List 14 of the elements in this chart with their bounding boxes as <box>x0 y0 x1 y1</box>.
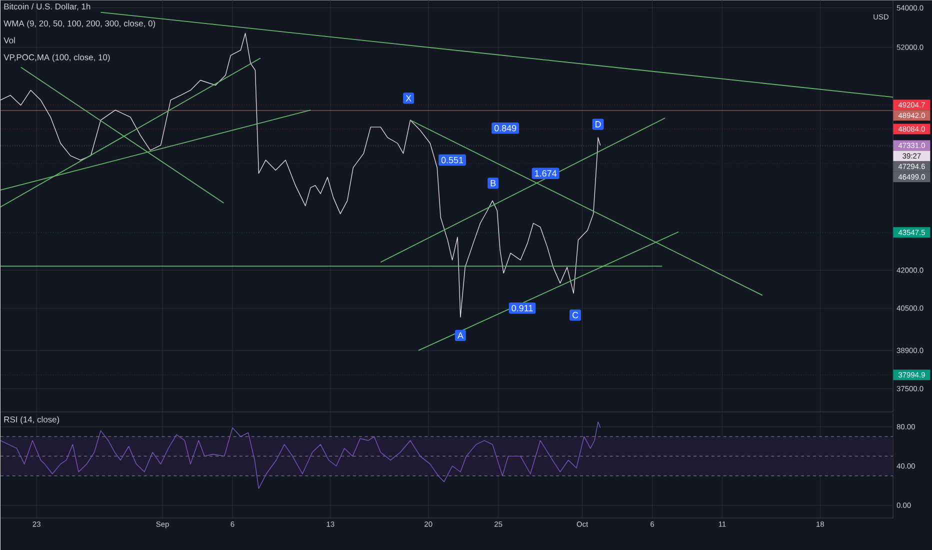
annotation: RSI (14, close) <box>4 416 60 424</box>
annotation: A <box>457 332 464 339</box>
annotation: 0.849 <box>494 124 516 132</box>
annotation: X <box>406 95 412 102</box>
annotation: Vol <box>4 37 15 44</box>
annotation: 0.911 <box>512 304 533 312</box>
annotation: WMA (9, 20, 50, 100, 200, 300, close, 0) <box>4 20 156 28</box>
annotation: C <box>572 312 578 318</box>
annotation: D <box>596 121 601 128</box>
annotation: VP,POC,MA (100, close, 10) <box>4 54 110 62</box>
annotation: 0.551 <box>441 156 464 164</box>
annotation: 1.674 <box>535 170 556 177</box>
annotation: B <box>490 180 496 186</box>
chart-title: Bitcoin / U.S. Dollar, 1h <box>4 3 90 10</box>
